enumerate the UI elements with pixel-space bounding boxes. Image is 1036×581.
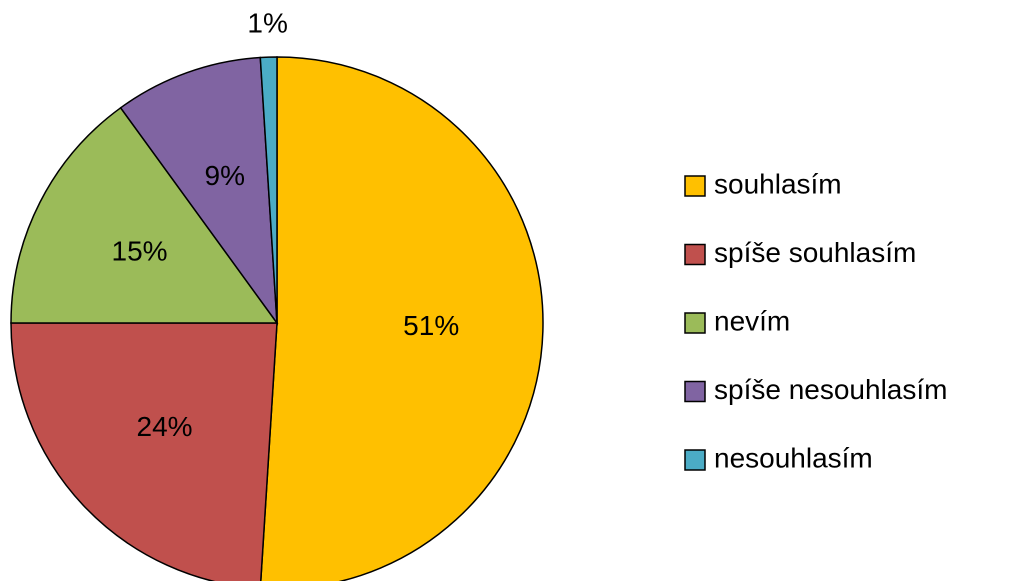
data-label: 15%: [112, 235, 168, 266]
data-label: 51%: [403, 310, 459, 341]
legend-swatch: [684, 312, 706, 334]
pie-slice: [259, 56, 278, 324]
legend-label: nesouhlasím: [714, 442, 873, 473]
pie-slice: [119, 56, 278, 326]
pie-slice: [10, 106, 279, 324]
pie-slice: [260, 56, 544, 581]
legend-swatch: [684, 243, 706, 266]
pie-slice: [10, 322, 278, 581]
legend-label: spíše souhlasím: [714, 237, 916, 268]
legend-label: spíše nesouhlasím: [714, 374, 947, 405]
legend-swatch: [684, 449, 706, 471]
legend-swatch: [684, 175, 706, 197]
legend-label: souhlasím: [714, 168, 842, 199]
data-label: 9%: [205, 160, 245, 191]
legend-label: nevím: [714, 305, 790, 336]
legend-swatch: [684, 380, 706, 403]
data-label: 24%: [137, 411, 193, 442]
data-label: 1%: [247, 8, 287, 39]
